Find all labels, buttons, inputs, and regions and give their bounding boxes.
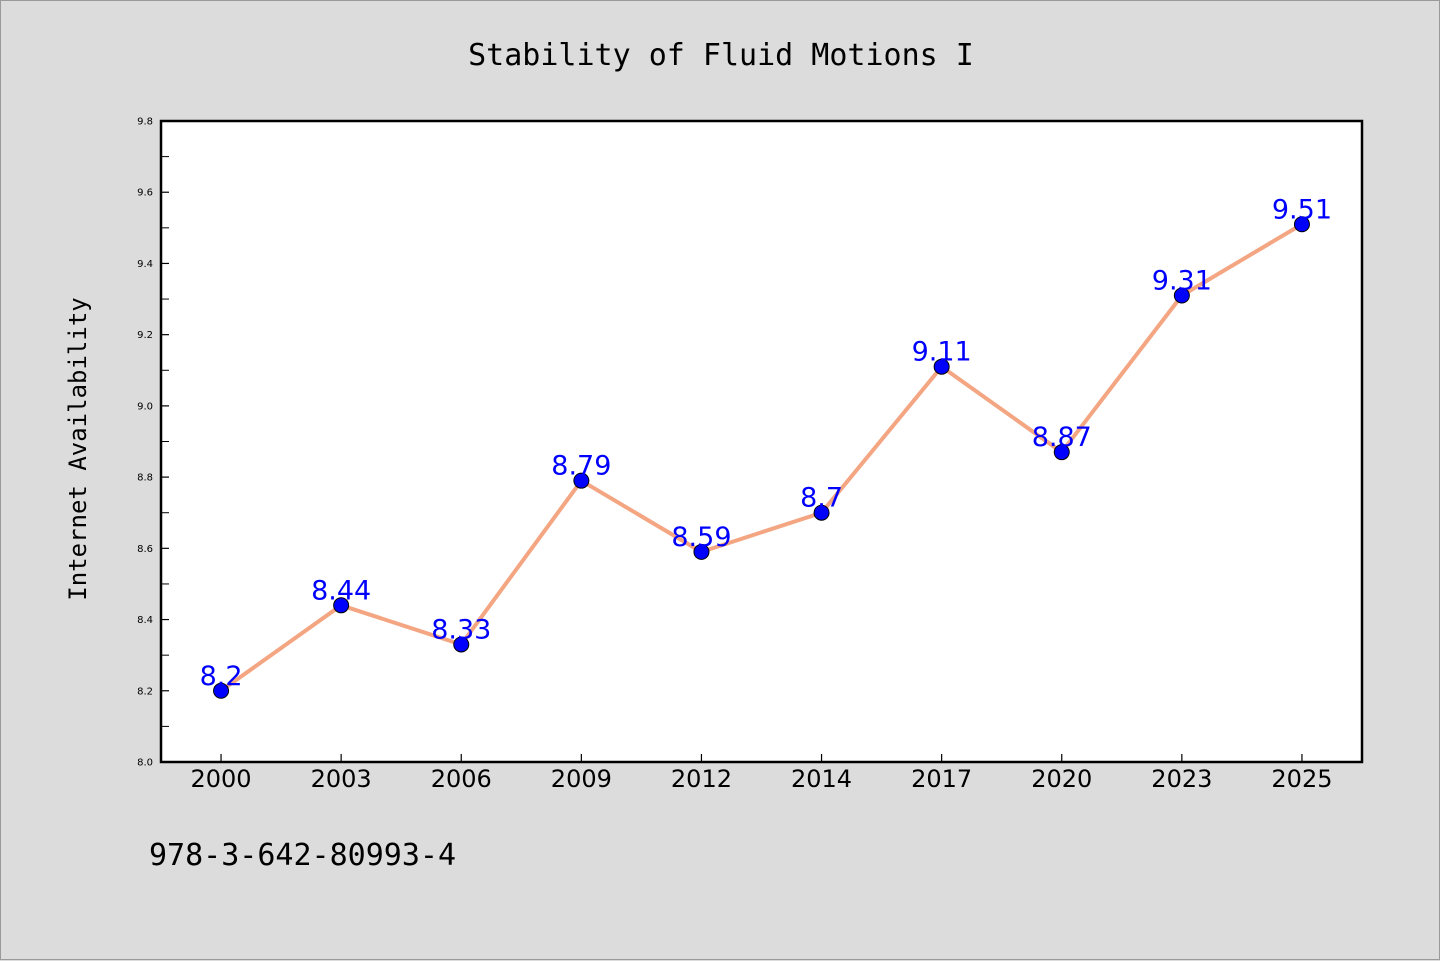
data-point-marker [1293,216,1310,233]
plot-area [159,119,1364,764]
x-tick-label: 2014 [791,765,852,793]
x-tick-label: 2025 [1271,765,1332,793]
y-tick-label: 9.2 [137,330,153,341]
data-point-marker [1053,444,1070,461]
data-point-marker [453,636,470,653]
y-tick-label: 8.2 [137,686,153,697]
y-tick-label: 9.8 [137,117,153,128]
x-tick-label: 2003 [311,765,372,793]
data-point-marker [813,504,830,521]
x-tick-label: 2023 [1151,765,1212,793]
data-label: 9.31 [1152,265,1212,296]
x-tick-label: 2006 [431,765,492,793]
data-point-marker [573,472,590,489]
annotation-text: 978-3-642-80993-4 [149,838,456,873]
series-layer: 8.2 8.44 8.33 8.79 8.59 8.7 9.11 8.87 9.31 9.51 [200,194,1332,699]
data-label: 9.11 [912,337,972,368]
y-tick-label: 8.0 [137,758,153,769]
data-point-marker [333,597,350,614]
y-axis-label: Internet Availability [64,297,92,600]
x-tick-label: 2012 [671,765,732,793]
data-label: 8.44 [311,575,371,606]
data-label: 8.33 [431,614,491,645]
y-tick-label: 8.6 [137,544,153,555]
data-label: 8.2 [200,661,243,692]
data-label: 8.87 [1032,422,1092,453]
x-axis: 2000 2003 2006 2009 2012 2014 2017 2020 2023 2025 [191,754,1332,793]
data-point-marker [693,543,710,560]
y-axis: 8.0 8.2 8.4 8.6 8.8 9.0 9.2 9.4 9.6 9.8 [137,117,169,769]
y-tick-label: 9.4 [137,259,153,270]
data-label: 8.59 [671,522,731,553]
y-tick-label: 9.6 [137,188,153,199]
y-tick-label: 8.8 [137,473,153,484]
data-label: 8.7 [800,483,843,514]
y-tick-label: 9.0 [137,401,153,412]
data-label: 8.79 [551,451,611,482]
data-label: 9.51 [1272,194,1332,225]
x-tick-label: 2017 [911,765,972,793]
data-point-marker [933,358,950,375]
data-point-marker [1173,287,1190,304]
series-line [219,222,1304,693]
x-tick-label: 2000 [191,765,252,793]
x-tick-label: 2009 [551,765,612,793]
x-tick-label: 2020 [1031,765,1092,793]
y-tick-label: 8.4 [137,615,153,626]
data-point-marker [213,682,230,699]
chart-title: Stability of Fluid Motions I [468,38,974,73]
